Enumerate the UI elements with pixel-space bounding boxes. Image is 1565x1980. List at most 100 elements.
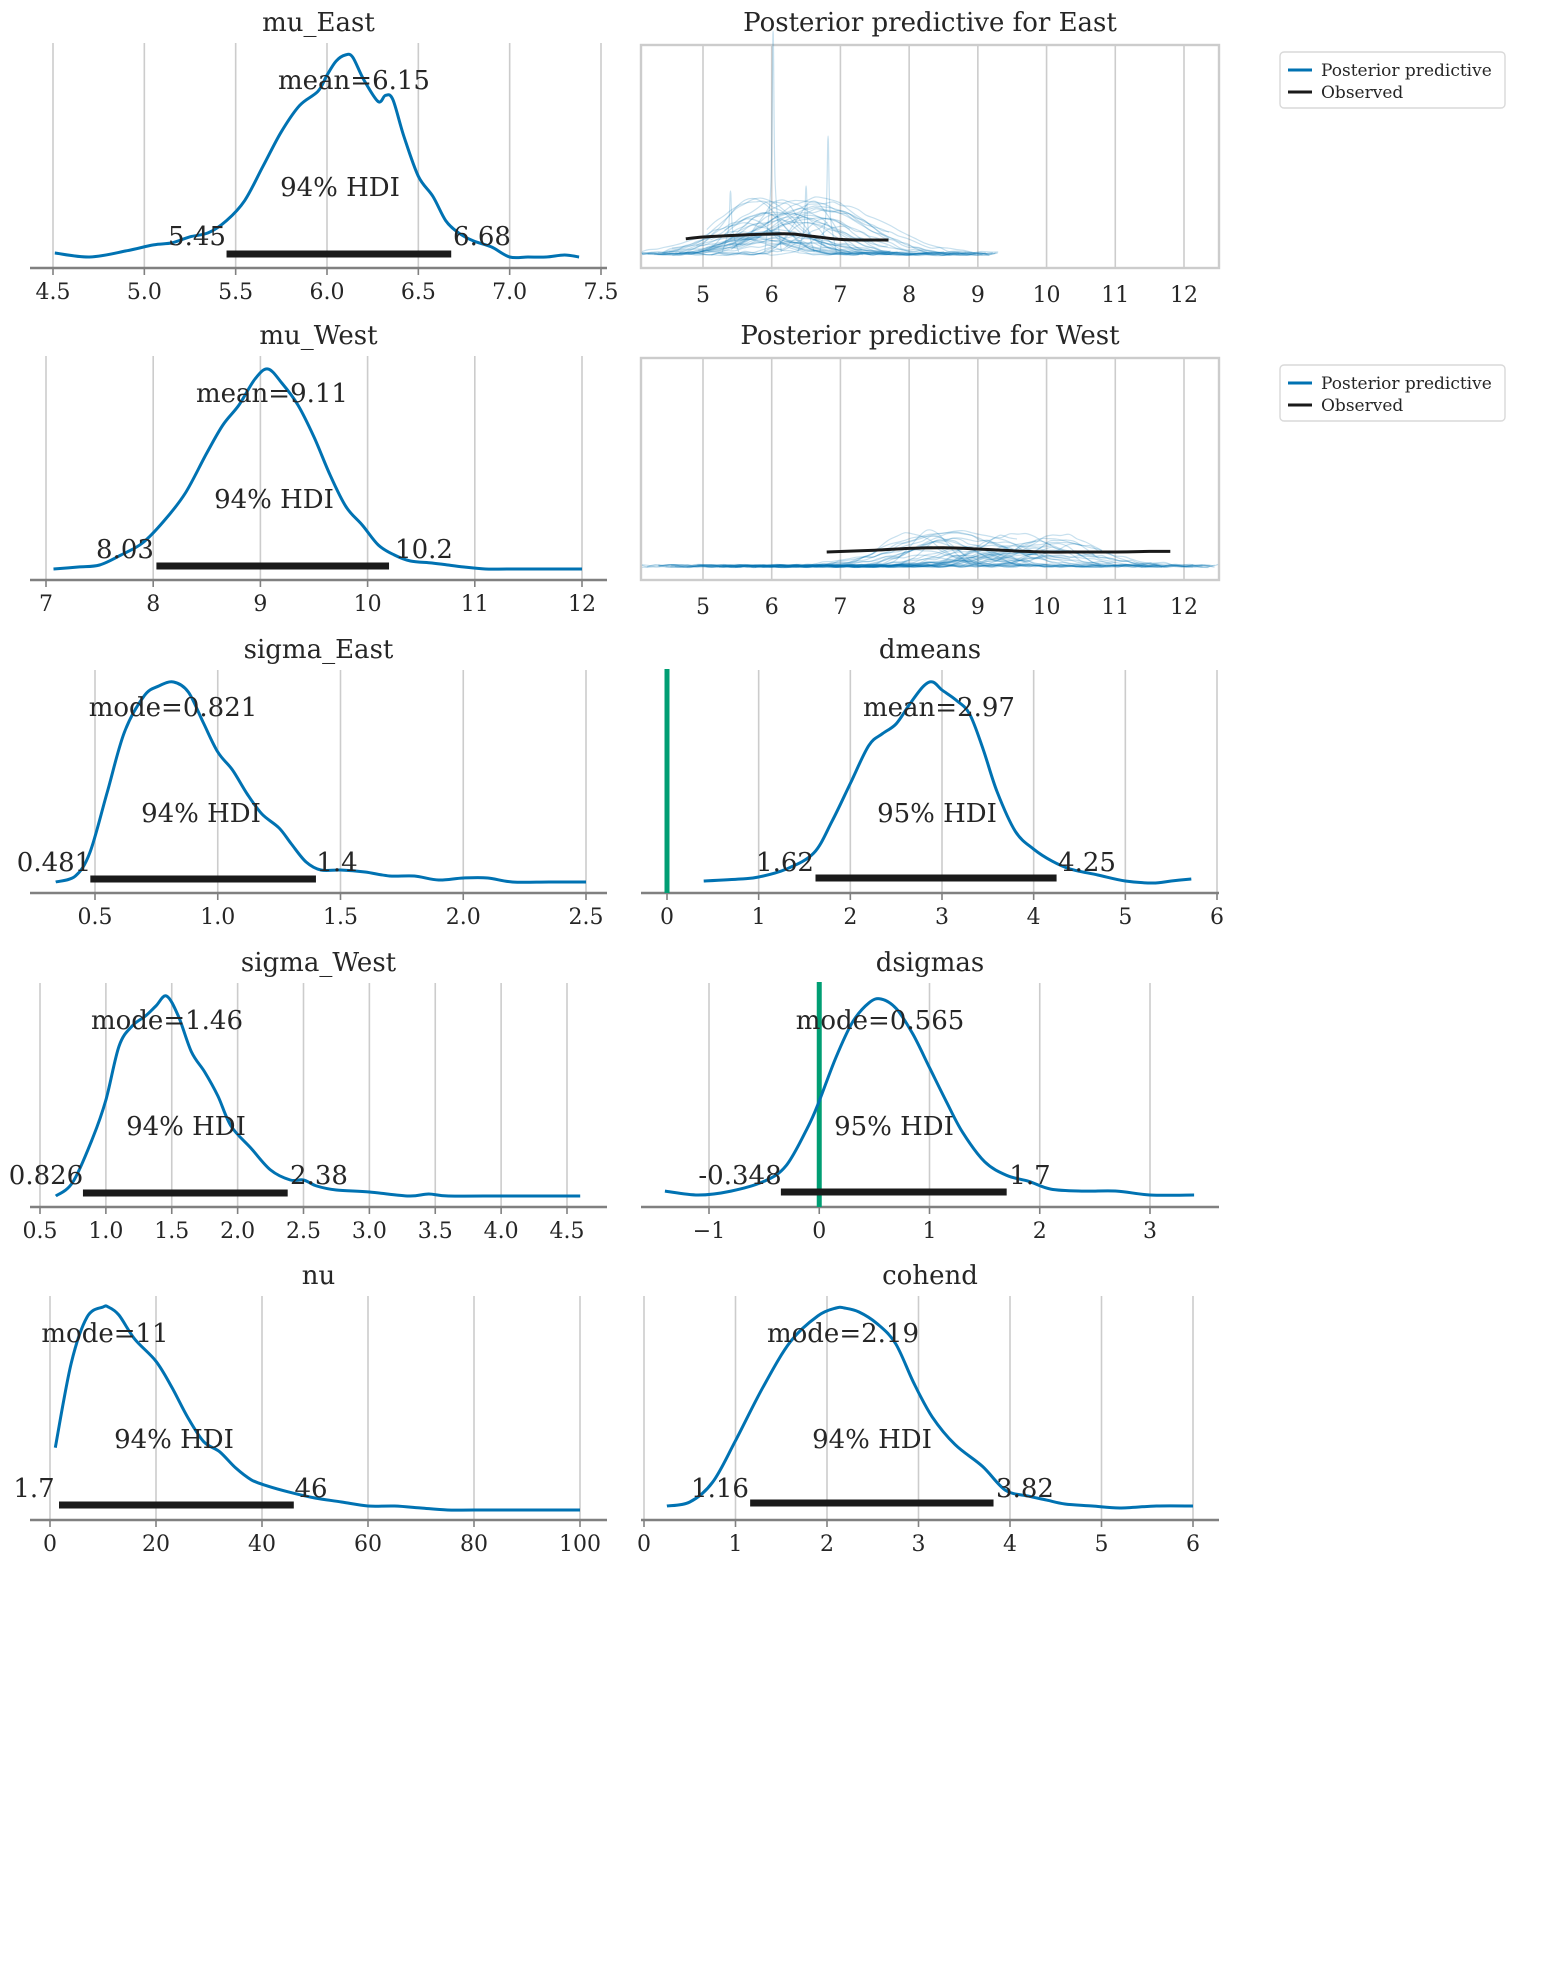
tick-label: 3.5 (418, 1219, 453, 1244)
density-curve (53, 367, 582, 571)
tick-label: 0 (637, 1532, 651, 1557)
density-curve (54, 52, 580, 260)
panel-title: mu_East (262, 8, 375, 38)
tick-label: 40 (248, 1532, 276, 1557)
tick-label: 0.5 (23, 1219, 58, 1244)
tick-label: 11 (461, 592, 489, 617)
hdi-label: 94% HDI (126, 1112, 246, 1142)
point-estimate-label: mean=2.97 (863, 693, 1015, 723)
posterior-predictive-line (721, 190, 740, 253)
tick-label: 1.0 (200, 905, 235, 930)
posterior-predictive-line (647, 218, 838, 256)
posterior-predictive-line (641, 553, 1046, 569)
hdi-lower-label: 1.7 (13, 1474, 54, 1504)
panel-mu-East: mu_East 4.5 5.0 5.5 6.0 6.5 7.0 7.5 mean=6.15 94%… (30, 8, 619, 305)
tick-label: 1 (923, 1219, 937, 1244)
observed-line (685, 232, 889, 242)
posterior-predictive-line (729, 234, 854, 255)
posterior-predictive-line (739, 214, 988, 255)
tick-label: 5 (1095, 1532, 1109, 1557)
tick-label: 1.5 (323, 905, 358, 930)
posterior-predictive-line (685, 217, 967, 256)
hdi-label: 94% HDI (812, 1425, 932, 1455)
tick-label: −1 (693, 1219, 725, 1244)
panel-pp-East: Posterior predictive for East 5 6 7 8 9 10 11 12… (639, 8, 1506, 308)
tick-label: 12 (1170, 595, 1198, 620)
tick-label: 8 (902, 595, 916, 620)
posterior-predictive-line (853, 552, 1143, 569)
panel-title: dsigmas (876, 948, 984, 978)
posterior-predictive-line (686, 541, 1215, 569)
posterior-predictive-line (663, 234, 912, 255)
posterior-predictive-line (641, 211, 888, 253)
posterior-predictive-line (670, 545, 1026, 568)
tick-label: 0 (812, 1219, 826, 1244)
posterior-predictive-line (674, 529, 1203, 569)
posterior-predictive-line (762, 547, 1159, 568)
tick-label: 1 (729, 1532, 743, 1557)
posterior-predictive-line (642, 212, 890, 256)
posterior-predictive-line (701, 550, 1040, 569)
density-curve (666, 1305, 1194, 1510)
posterior-predictive-line (718, 550, 1219, 569)
posterior-predictive-line (790, 553, 1039, 568)
tick-label: 5.5 (218, 280, 253, 305)
posterior-predictive-line (641, 201, 999, 255)
posterior-predictive-line (657, 209, 890, 256)
posterior-predictive-line (778, 537, 1019, 569)
tick-label: 10 (1033, 595, 1061, 620)
tick-label: 7.0 (492, 280, 527, 305)
posterior-predictive-line (724, 199, 898, 254)
posterior-predictive-line (760, 537, 1082, 568)
hdi-upper-label: 10.2 (395, 535, 453, 565)
tick-label: 2.0 (446, 905, 481, 930)
tick-label: 0 (660, 905, 674, 930)
tick-label: 12 (568, 592, 596, 617)
posterior-predictive-line (711, 239, 951, 257)
tick-label: 80 (460, 1532, 488, 1557)
tick-label: 0 (43, 1532, 57, 1557)
tick-label: 6 (765, 283, 779, 308)
tick-label: 1 (752, 905, 766, 930)
posterior-predictive-line (811, 537, 1167, 568)
density-curve (55, 680, 586, 884)
hdi-upper-label: 1.7 (1009, 1161, 1050, 1191)
tick-label: 6 (765, 595, 779, 620)
legend-box (1279, 364, 1506, 422)
tick-label: 2.0 (220, 1219, 255, 1244)
point-estimate-label: mean=6.15 (278, 66, 430, 96)
tick-label: 7.5 (584, 280, 619, 305)
tick-label: 0.5 (78, 905, 113, 930)
axes-frame (639, 43, 1221, 270)
posterior-predictive-line (843, 544, 1100, 568)
tick-label: 7 (833, 283, 847, 308)
tick-label: 6 (1210, 905, 1224, 930)
hdi-upper-label: 6.68 (453, 222, 511, 252)
tick-label: 100 (559, 1532, 601, 1557)
tick-label: 5 (696, 283, 710, 308)
posterior-predictive-line (698, 239, 996, 256)
posterior-predictive-line (705, 236, 871, 256)
posterior-predictive-line (729, 212, 986, 257)
hdi-lower-label: -0.348 (698, 1161, 781, 1191)
hdi-upper-label: 1.4 (316, 848, 357, 878)
tick-label: 3 (912, 1532, 926, 1557)
posterior-predictive-line (675, 238, 890, 256)
posterior-predictive-line (830, 532, 1211, 568)
observed-line (826, 546, 1171, 554)
posterior-predictive-line (730, 201, 864, 256)
hdi-label: 95% HDI (834, 1112, 954, 1142)
posterior-predictive-line (687, 225, 993, 257)
posterior-predictive-line (707, 239, 997, 257)
tick-label: 2.5 (569, 905, 604, 930)
hdi-label: 95% HDI (877, 799, 997, 829)
tick-label: 4.5 (36, 280, 71, 305)
posterior-predictive-line (706, 200, 963, 255)
tick-label: 6.5 (401, 280, 436, 305)
posterior-predictive-line (641, 208, 998, 255)
posterior-predictive-line (736, 543, 1215, 569)
hdi-upper-label: 4.25 (1058, 848, 1116, 878)
